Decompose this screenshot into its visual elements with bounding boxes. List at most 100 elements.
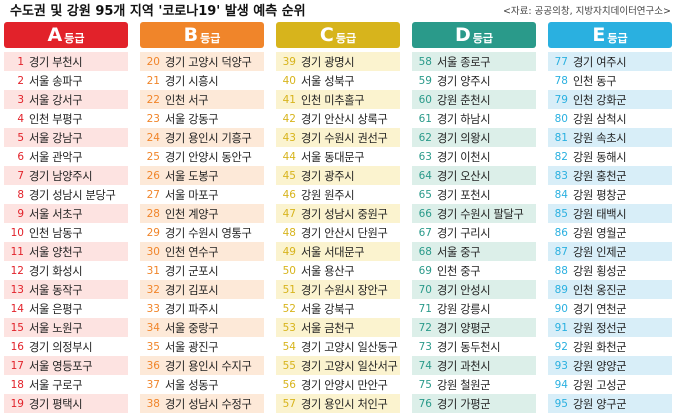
table-row: 42 경기 안산시 상록구 bbox=[276, 109, 400, 128]
table-row: 74 경기 과천시 bbox=[412, 356, 536, 375]
rank-number: 39 bbox=[282, 55, 296, 68]
rank-number: 57 bbox=[282, 397, 296, 410]
region-name: 서울 서초구 bbox=[29, 207, 83, 221]
rank-number: 49 bbox=[282, 245, 296, 258]
table-row: 24 경기 용인시 기흥구 bbox=[140, 128, 264, 147]
grade-label: 등급 bbox=[64, 31, 85, 45]
rank-number: 4 bbox=[17, 112, 24, 125]
table-row: 81 강원 속초시 bbox=[548, 128, 672, 147]
rank-number: 22 bbox=[146, 93, 160, 106]
region-name: 경기 수원시 팔달구 bbox=[437, 207, 524, 221]
table-row: 38 경기 성남시 수정구 bbox=[140, 394, 264, 413]
rank-number: 66 bbox=[418, 207, 432, 220]
region-name: 인천 옹진군 bbox=[573, 283, 627, 297]
rank-number: 41 bbox=[282, 93, 296, 106]
rank-number: 62 bbox=[418, 131, 432, 144]
region-name: 인천 계양구 bbox=[165, 207, 219, 221]
region-name: 강원 삼척시 bbox=[573, 112, 627, 126]
table-row: 93 강원 양양군 bbox=[548, 356, 672, 375]
rank-number: 20 bbox=[146, 55, 160, 68]
grade-letter: D bbox=[454, 24, 471, 46]
table-row: 35 서울 광진구 bbox=[140, 337, 264, 356]
grade-header: D 등급 bbox=[412, 22, 536, 48]
table-row: 23 서울 강동구 bbox=[140, 109, 264, 128]
region-name: 강원 태백시 bbox=[573, 207, 627, 221]
region-name: 서울 중랑구 bbox=[165, 321, 219, 335]
rank-number: 48 bbox=[282, 226, 296, 239]
rank-number: 32 bbox=[146, 283, 160, 296]
table-row: 12 경기 화성시 bbox=[4, 261, 128, 280]
grade-letter: A bbox=[47, 24, 63, 46]
region-name: 강원 평창군 bbox=[573, 188, 627, 202]
table-row: 70 경기 안성시 bbox=[412, 280, 536, 299]
table-row: 48 경기 안산시 단원구 bbox=[276, 223, 400, 242]
region-name: 경기 고양시 덕양구 bbox=[165, 55, 252, 69]
region-name: 경기 양주시 bbox=[437, 74, 491, 88]
table-row: 65 경기 포천시 bbox=[412, 185, 536, 204]
table-row: 17 서울 영등포구 bbox=[4, 356, 128, 375]
region-name: 인천 연수구 bbox=[165, 245, 219, 259]
region-name: 경기 성남시 분당구 bbox=[29, 188, 116, 202]
table-row: 13 서울 동작구 bbox=[4, 280, 128, 299]
region-name: 서울 도봉구 bbox=[165, 169, 219, 183]
region-name: 경기 군포시 bbox=[165, 264, 219, 278]
region-name: 서울 금천구 bbox=[301, 321, 355, 335]
table-row: 44 서울 동대문구 bbox=[276, 147, 400, 166]
table-row: 39 경기 광명시 bbox=[276, 52, 400, 71]
region-name: 서울 관악구 bbox=[29, 150, 83, 164]
region-name: 서울 용산구 bbox=[301, 264, 355, 278]
table-row: 46 강원 원주시 bbox=[276, 185, 400, 204]
table-row: 71 강원 강릉시 bbox=[412, 299, 536, 318]
region-name: 경기 안양시 동안구 bbox=[165, 150, 252, 164]
rank-number: 87 bbox=[554, 245, 568, 258]
rank-number: 63 bbox=[418, 150, 432, 163]
table-row: 20 경기 고양시 덕양구 bbox=[140, 52, 264, 71]
rank-number: 95 bbox=[554, 397, 568, 410]
region-name: 강원 영월군 bbox=[573, 226, 627, 240]
grade-label: 등급 bbox=[607, 31, 628, 45]
grade-header: C 등급 bbox=[276, 22, 400, 48]
rank-number: 36 bbox=[146, 359, 160, 372]
table-row: 49 서울 서대문구 bbox=[276, 242, 400, 261]
rank-number: 59 bbox=[418, 74, 432, 87]
table-row: 32 경기 김포시 bbox=[140, 280, 264, 299]
region-name: 강원 속초시 bbox=[573, 131, 627, 145]
table-row: 5 서울 강남구 bbox=[4, 128, 128, 147]
region-name: 경기 고양시 일산동구 bbox=[301, 340, 398, 354]
region-name: 경기 광주시 bbox=[301, 169, 355, 183]
table-row: 78 인천 동구 bbox=[548, 71, 672, 90]
region-name: 경기 오산시 bbox=[437, 169, 491, 183]
region-name: 경기 부천시 bbox=[29, 55, 83, 69]
table-row: 3 서울 강서구 bbox=[4, 90, 128, 109]
rank-number: 38 bbox=[146, 397, 160, 410]
rank-number: 14 bbox=[10, 302, 24, 315]
table-row: 34 서울 중랑구 bbox=[140, 318, 264, 337]
rank-number: 67 bbox=[418, 226, 432, 239]
region-name: 강원 철원군 bbox=[437, 378, 491, 392]
table-row: 92 강원 화천군 bbox=[548, 337, 672, 356]
table-row: 25 경기 안양시 동안구 bbox=[140, 147, 264, 166]
table-row: 8 경기 성남시 분당구 bbox=[4, 185, 128, 204]
table-row: 37 서울 성동구 bbox=[140, 375, 264, 394]
region-name: 경기 양평군 bbox=[437, 321, 491, 335]
rank-number: 75 bbox=[418, 378, 432, 391]
rank-number: 45 bbox=[282, 169, 296, 182]
region-name: 경기 용인시 처인구 bbox=[301, 397, 388, 411]
region-name: 경기 동두천시 bbox=[437, 340, 501, 354]
region-name: 경기 화성시 bbox=[29, 264, 83, 278]
rank-number: 15 bbox=[10, 321, 24, 334]
table-row: 47 경기 성남시 중원구 bbox=[276, 204, 400, 223]
rank-number: 18 bbox=[10, 378, 24, 391]
table-row: 19 경기 평택시 bbox=[4, 394, 128, 413]
region-name: 강원 정선군 bbox=[573, 321, 627, 335]
rank-number: 3 bbox=[17, 93, 24, 106]
rank-number: 71 bbox=[418, 302, 432, 315]
rank-number: 81 bbox=[554, 131, 568, 144]
rank-number: 34 bbox=[146, 321, 160, 334]
region-name: 인천 동구 bbox=[573, 74, 617, 88]
rank-number: 91 bbox=[554, 321, 568, 334]
rank-number: 21 bbox=[146, 74, 160, 87]
table-row: 73 경기 동두천시 bbox=[412, 337, 536, 356]
rank-number: 55 bbox=[282, 359, 296, 372]
rank-number: 19 bbox=[10, 397, 24, 410]
